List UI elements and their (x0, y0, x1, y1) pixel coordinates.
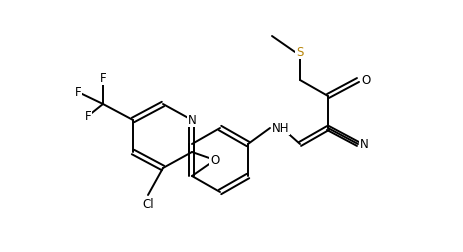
Text: O: O (210, 153, 219, 167)
Text: N: N (187, 113, 196, 127)
Text: Cl: Cl (142, 199, 153, 211)
Text: S: S (296, 46, 303, 58)
Text: N: N (359, 138, 368, 150)
Text: F: F (100, 72, 106, 84)
Text: F: F (85, 110, 91, 122)
Text: NH: NH (271, 121, 289, 135)
Text: O: O (361, 74, 370, 86)
Text: F: F (75, 85, 81, 99)
